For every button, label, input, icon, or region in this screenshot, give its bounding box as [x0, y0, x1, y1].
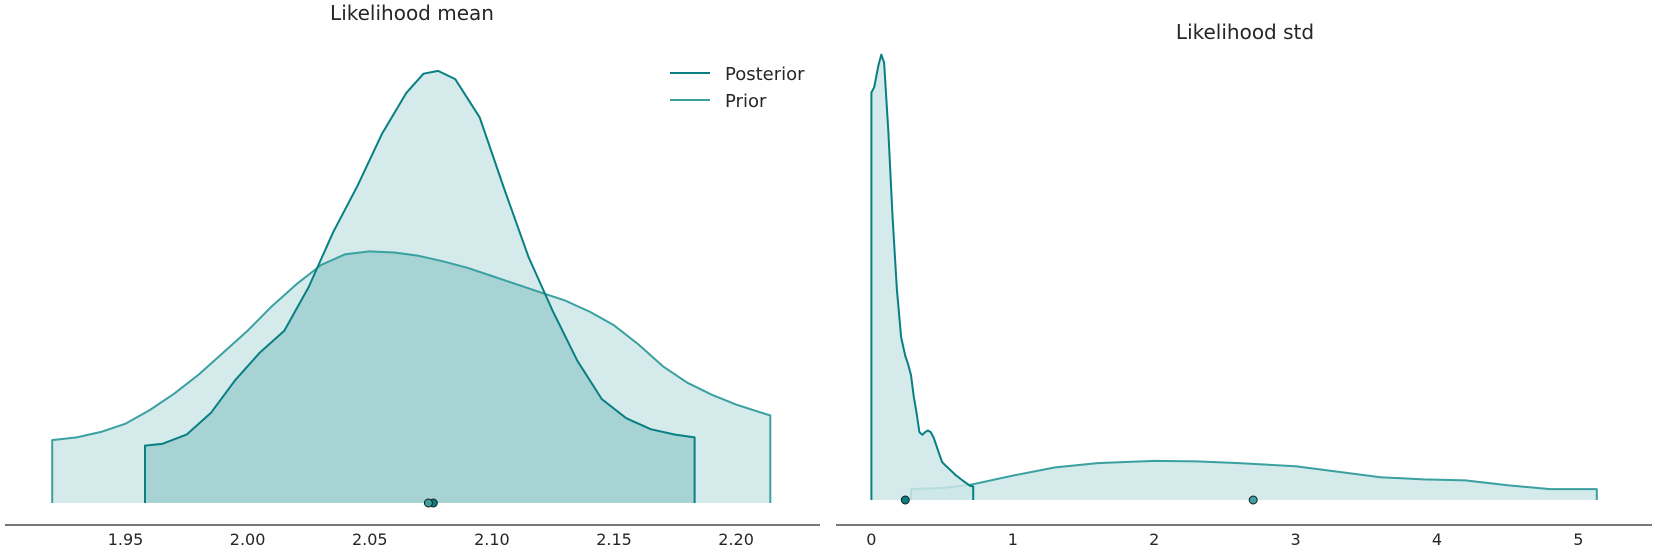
x-tick-label-likelihood-mean: 1.95 [108, 530, 144, 549]
x-tick-label-likelihood-std: 1 [1008, 530, 1018, 549]
panel-title-likelihood-mean: Likelihood mean [330, 1, 494, 25]
x-tick-label-likelihood-mean: 2.20 [718, 530, 754, 549]
density-areas-likelihood-std [870, 53, 1598, 500]
x-tick-label-likelihood-std: 2 [1149, 530, 1159, 549]
point-estimate-prior-likelihood-mean [423, 498, 433, 508]
x-tick-label-likelihood-mean: 2.15 [596, 530, 632, 549]
x-tick-label-likelihood-std: 5 [1573, 530, 1583, 549]
x-tick-label-likelihood-mean: 2.00 [230, 530, 266, 549]
density-line-posterior-likelihood-std [870, 53, 975, 500]
panel-likelihood-std: Likelihood std 0 1 2 3 4 5 [836, 20, 1652, 549]
density-line-posterior-likelihood-mean [144, 69, 696, 503]
x-ticks-likelihood-std: 0 1 2 3 4 5 [866, 530, 1583, 549]
density-line-prior-likelihood-mean [51, 250, 772, 503]
x-tick-label-likelihood-mean: 2.10 [474, 530, 510, 549]
x-tick-label-likelihood-std: 3 [1291, 530, 1301, 549]
legend-label-posterior: Posterior [725, 64, 805, 85]
density-areas-likelihood-mean [51, 69, 772, 504]
x-ticks-likelihood-mean: 1.95 2.00 2.05 2.10 2.15 2.20 [108, 530, 754, 549]
legend-label-prior: Prior [725, 91, 767, 112]
legend: Posterior Prior [670, 64, 805, 112]
panel-likelihood-mean: Likelihood mean 1.95 2.00 2.05 2.10 2.15 2.20 [5, 1, 820, 549]
point-estimate-posterior-likelihood-std [900, 495, 910, 505]
x-tick-label-likelihood-std: 4 [1432, 530, 1442, 549]
point-estimates-likelihood-std [900, 495, 1258, 505]
point-estimates-likelihood-mean [423, 498, 438, 508]
point-estimate-prior-likelihood-std [1248, 495, 1258, 505]
density-fill-posterior-likelihood-std [871, 54, 974, 500]
density-fill-prior-likelihood-std [911, 460, 1597, 500]
x-tick-label-likelihood-mean: 2.05 [352, 530, 388, 549]
panel-title-likelihood-std: Likelihood std [1176, 20, 1314, 44]
x-tick-label-likelihood-std: 0 [866, 530, 876, 549]
